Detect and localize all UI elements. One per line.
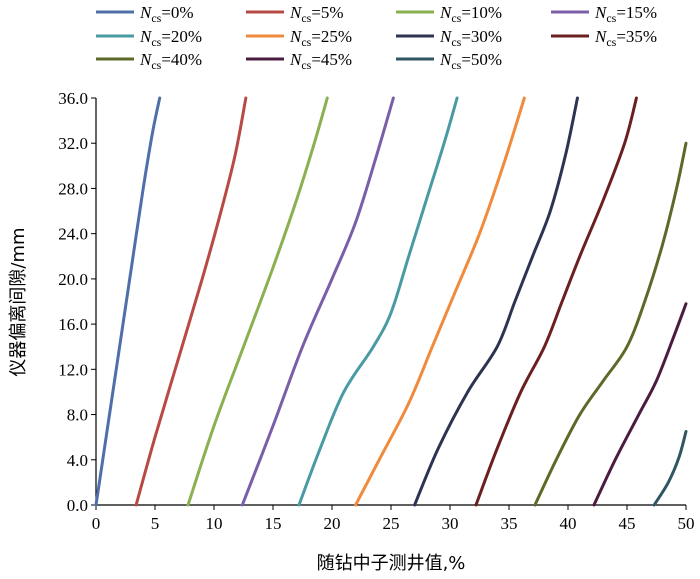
y-tick-label: 4.0 (67, 451, 88, 470)
legend-label: Ncs=35% (594, 27, 657, 49)
series-line (134, 96, 248, 507)
legend-label: Ncs=5% (289, 3, 344, 25)
x-tick-label: 25 (383, 514, 400, 533)
legend-item: Ncs=50% (396, 50, 502, 72)
x-tick-label: 50 (678, 514, 695, 533)
legend-item: Ncs=35% (551, 27, 657, 49)
legend-item: Ncs=40% (96, 50, 202, 72)
y-tick-label: 20.0 (58, 270, 88, 289)
y-tick-label: 8.0 (67, 406, 88, 425)
x-tick-label: 30 (442, 514, 459, 533)
axes (95, 98, 686, 506)
series-line (533, 141, 688, 507)
legend-item: Ncs=0% (96, 3, 194, 25)
x-tick-label: 15 (265, 514, 282, 533)
legend-item: Ncs=5% (246, 3, 344, 25)
x-tick-label: 0 (92, 514, 101, 533)
x-axis-ticks: 0 5 10 15 20 25 30 35 40 45 50 (92, 505, 695, 533)
legend-label: Ncs=15% (594, 3, 657, 25)
y-tick-label: 28.0 (58, 179, 88, 198)
y-tick-label: 36.0 (58, 89, 88, 108)
x-tick-label: 10 (206, 514, 223, 533)
series-line (240, 96, 395, 507)
legend-item: Ncs=25% (246, 27, 352, 49)
series-line (592, 302, 688, 507)
legend-label: Ncs=10% (439, 3, 502, 25)
y-tick-label: 32.0 (58, 134, 88, 153)
series-line (474, 96, 638, 507)
legend-item: Ncs=30% (396, 27, 502, 49)
y-tick-label: 0.0 (67, 496, 88, 515)
series-line (94, 96, 162, 507)
y-axis-label: 仪器偏离间隙/mm (8, 227, 29, 376)
legend-label: Ncs=30% (439, 27, 502, 49)
legend-label: Ncs=25% (289, 27, 352, 49)
legend-item: Ncs=20% (96, 27, 202, 49)
legend: Ncs=0% Ncs=5% Ncs=10% Ncs=15% Ncs=20% Ncs=25%… (96, 3, 657, 72)
x-axis-label: 随钻中子测井值,% (317, 553, 466, 574)
series-line (186, 96, 329, 507)
y-axis-ticks: 0.0 4.0 8.0 12.0 16.0 20.0 24.0 28.0 32.0 36.0 (58, 89, 96, 515)
x-tick-label: 45 (619, 514, 636, 533)
legend-label: Ncs=0% (139, 3, 194, 25)
y-tick-label: 12.0 (58, 360, 88, 379)
x-tick-label: 40 (560, 514, 577, 533)
series-line (354, 96, 526, 507)
legend-item: Ncs=15% (551, 3, 657, 25)
y-tick-label: 24.0 (58, 225, 88, 244)
x-tick-label: 20 (324, 514, 341, 533)
legend-label: Ncs=50% (439, 50, 502, 72)
x-tick-label: 35 (501, 514, 518, 533)
series-line (652, 430, 688, 507)
y-tick-label: 16.0 (58, 315, 88, 334)
series-line (297, 96, 459, 507)
series-line (413, 96, 579, 507)
x-tick-label: 5 (151, 514, 160, 533)
legend-label: Ncs=45% (289, 50, 352, 72)
legend-label: Ncs=20% (139, 27, 202, 49)
series-lines (94, 96, 688, 507)
legend-item: Ncs=45% (246, 50, 352, 72)
legend-label: Ncs=40% (139, 50, 202, 72)
legend-item: Ncs=10% (396, 3, 502, 25)
